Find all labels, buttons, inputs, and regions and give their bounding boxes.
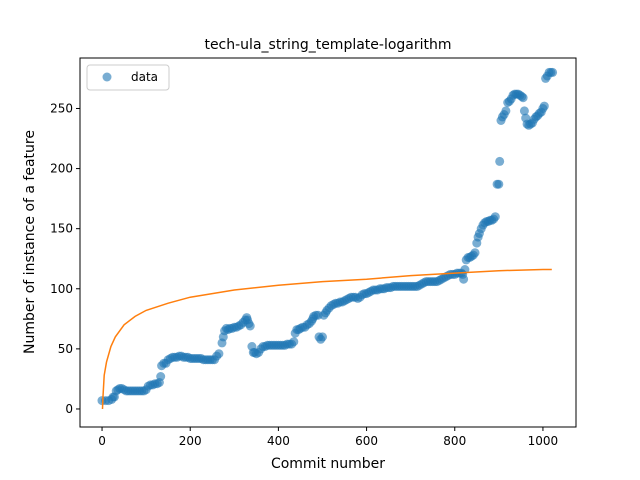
y-axis: 0 50 100 150 200 250 — [50, 101, 80, 416]
fit-line — [101, 268, 552, 410]
data-point — [318, 332, 327, 342]
data-point — [214, 349, 224, 359]
legend-marker-data — [102, 72, 112, 82]
y-tick-label: 150 — [50, 222, 73, 236]
x-axis: 0 200 400 600 800 1000 — [98, 427, 558, 448]
data-point — [501, 106, 511, 116]
legend-label-data: data — [131, 70, 158, 84]
data-point — [548, 67, 558, 77]
data-point — [539, 101, 549, 111]
x-tick-label: 400 — [267, 434, 290, 448]
data-point — [470, 248, 480, 258]
marks-layer — [97, 67, 558, 410]
x-axis-label: Commit number — [271, 456, 385, 472]
legend: data — [86, 64, 170, 91]
data-point — [518, 93, 528, 103]
y-tick-label: 200 — [50, 162, 73, 176]
x-tick-label: 0 — [98, 434, 106, 448]
x-tick-label: 800 — [443, 434, 466, 448]
data-point — [289, 337, 299, 347]
y-axis-label: Number of instance of a feature — [22, 130, 38, 354]
y-tick-label: 250 — [50, 101, 73, 115]
plot-area — [97, 67, 558, 410]
data-point — [494, 179, 504, 189]
data-point — [495, 156, 505, 166]
x-tick-label: 600 — [355, 434, 378, 448]
x-tick-label: 1000 — [528, 434, 559, 448]
data-point — [519, 106, 529, 116]
y-tick-label: 100 — [50, 282, 73, 296]
y-tick-label: 50 — [58, 342, 73, 356]
data-point — [459, 274, 469, 284]
y-tick-label: 0 — [65, 402, 73, 416]
legend-box — [86, 64, 170, 91]
data-point — [245, 321, 255, 331]
chart-title: tech-ula_string_template-logarithm — [204, 37, 451, 53]
data-point — [490, 212, 500, 222]
axes-frame — [79, 57, 577, 428]
x-tick-label: 200 — [179, 434, 202, 448]
data-point — [156, 372, 166, 381]
